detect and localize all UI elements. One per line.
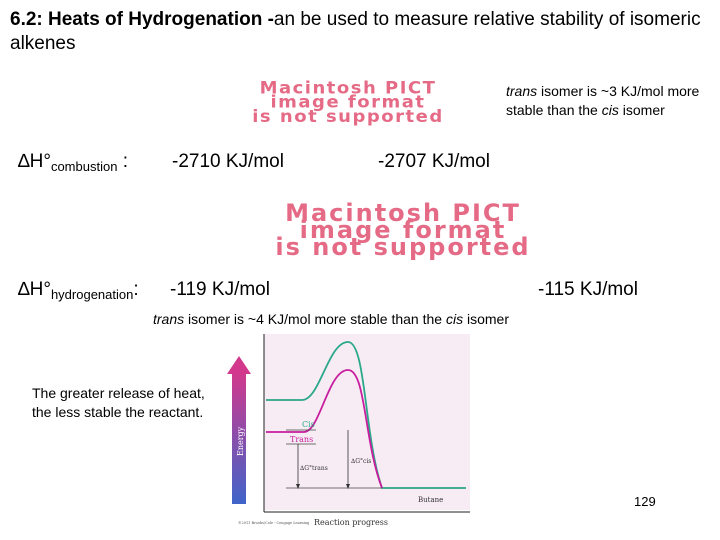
delta-h-symbol: ∆H° (18, 151, 51, 172)
energy-arrow-head (227, 356, 251, 374)
combustion-label: ∆H°combustion : (18, 150, 128, 179)
dg-cis-arrowhead (346, 484, 350, 489)
note-cis-word: cis (445, 311, 464, 327)
copyright-text: ©2011 Brooks/Cole - Cengage Learning (238, 520, 310, 525)
stability-explanation: The greater release of heat, the less st… (32, 385, 205, 420)
note-text: isomer is ~4 KJ/mol more stable than the (184, 311, 446, 327)
hydrogenation-note: trans isomer is ~4 KJ/mol more stable th… (153, 311, 509, 327)
hydrogenation-value-trans: -115 KJ/mol (538, 279, 638, 300)
energy-arrow-shaft (232, 372, 246, 504)
note-cis-word: cis (601, 102, 619, 118)
note-trans-word: trans (153, 311, 185, 327)
colon: : (133, 279, 139, 300)
x-axis-label: Reaction progress (314, 518, 388, 527)
placeholder-line: is not supported (252, 106, 444, 127)
trans-curve (266, 369, 383, 489)
subscript-combustion: combustion (50, 159, 118, 174)
combustion-value-cis: -2710 KJ/mol (172, 151, 284, 172)
placeholder-line: image format (299, 216, 507, 244)
slide-title: 6.2: Heats of Hydrogenation -an be used … (10, 8, 710, 56)
hydrogenation-value-cis: -119 KJ/mol (170, 279, 270, 300)
slide-title-rest: an be used to measure relative stability… (10, 9, 701, 54)
note-trans-word: trans (506, 83, 538, 99)
combustion-note: trans isomer is ~3 KJ/mol more stable th… (506, 82, 716, 120)
energy-diagram: Energy Cis Trans ∆G°trans ∆G°cis Butane … (227, 334, 470, 527)
note-text: isomer (618, 102, 665, 118)
placeholder-line: image format (270, 92, 426, 113)
dg-cis-label: ∆G°cis (351, 458, 371, 465)
dg-trans-label: ∆G°trans (300, 465, 328, 472)
butane-label: Butane (418, 496, 443, 504)
hydrogenation-label: ∆H°hydrogenation: (18, 278, 139, 307)
energy-axis-label: Energy (236, 426, 245, 456)
note-text: isomer is ~3 KJ/mol more stable than the (506, 83, 700, 118)
cis-curve (266, 341, 466, 489)
unsupported-image-placeholder: Macintosh PICT image format is not suppo… (200, 78, 496, 127)
delta-h-symbol: ∆H° (18, 279, 51, 300)
placeholder-line: Macintosh PICT (285, 199, 521, 227)
placeholder-line: is not supported (275, 233, 531, 261)
cis-label: Cis (302, 420, 315, 429)
placeholder-line: Macintosh PICT (259, 78, 437, 99)
combustion-value-trans: -2707 KJ/mol (378, 151, 490, 172)
page-number: 129 (634, 494, 656, 509)
note-text: isomer (463, 311, 509, 327)
unsupported-image-placeholder: Macintosh PICT image format is not suppo… (163, 199, 643, 261)
subscript-hydrogenation: hydrogenation (50, 287, 134, 302)
slide-title-bold: 6.2: Heats of Hydrogenation - (10, 9, 274, 30)
dg-trans-arrowhead (296, 484, 300, 489)
trans-label: Trans (290, 435, 313, 444)
colon: : (117, 151, 128, 172)
